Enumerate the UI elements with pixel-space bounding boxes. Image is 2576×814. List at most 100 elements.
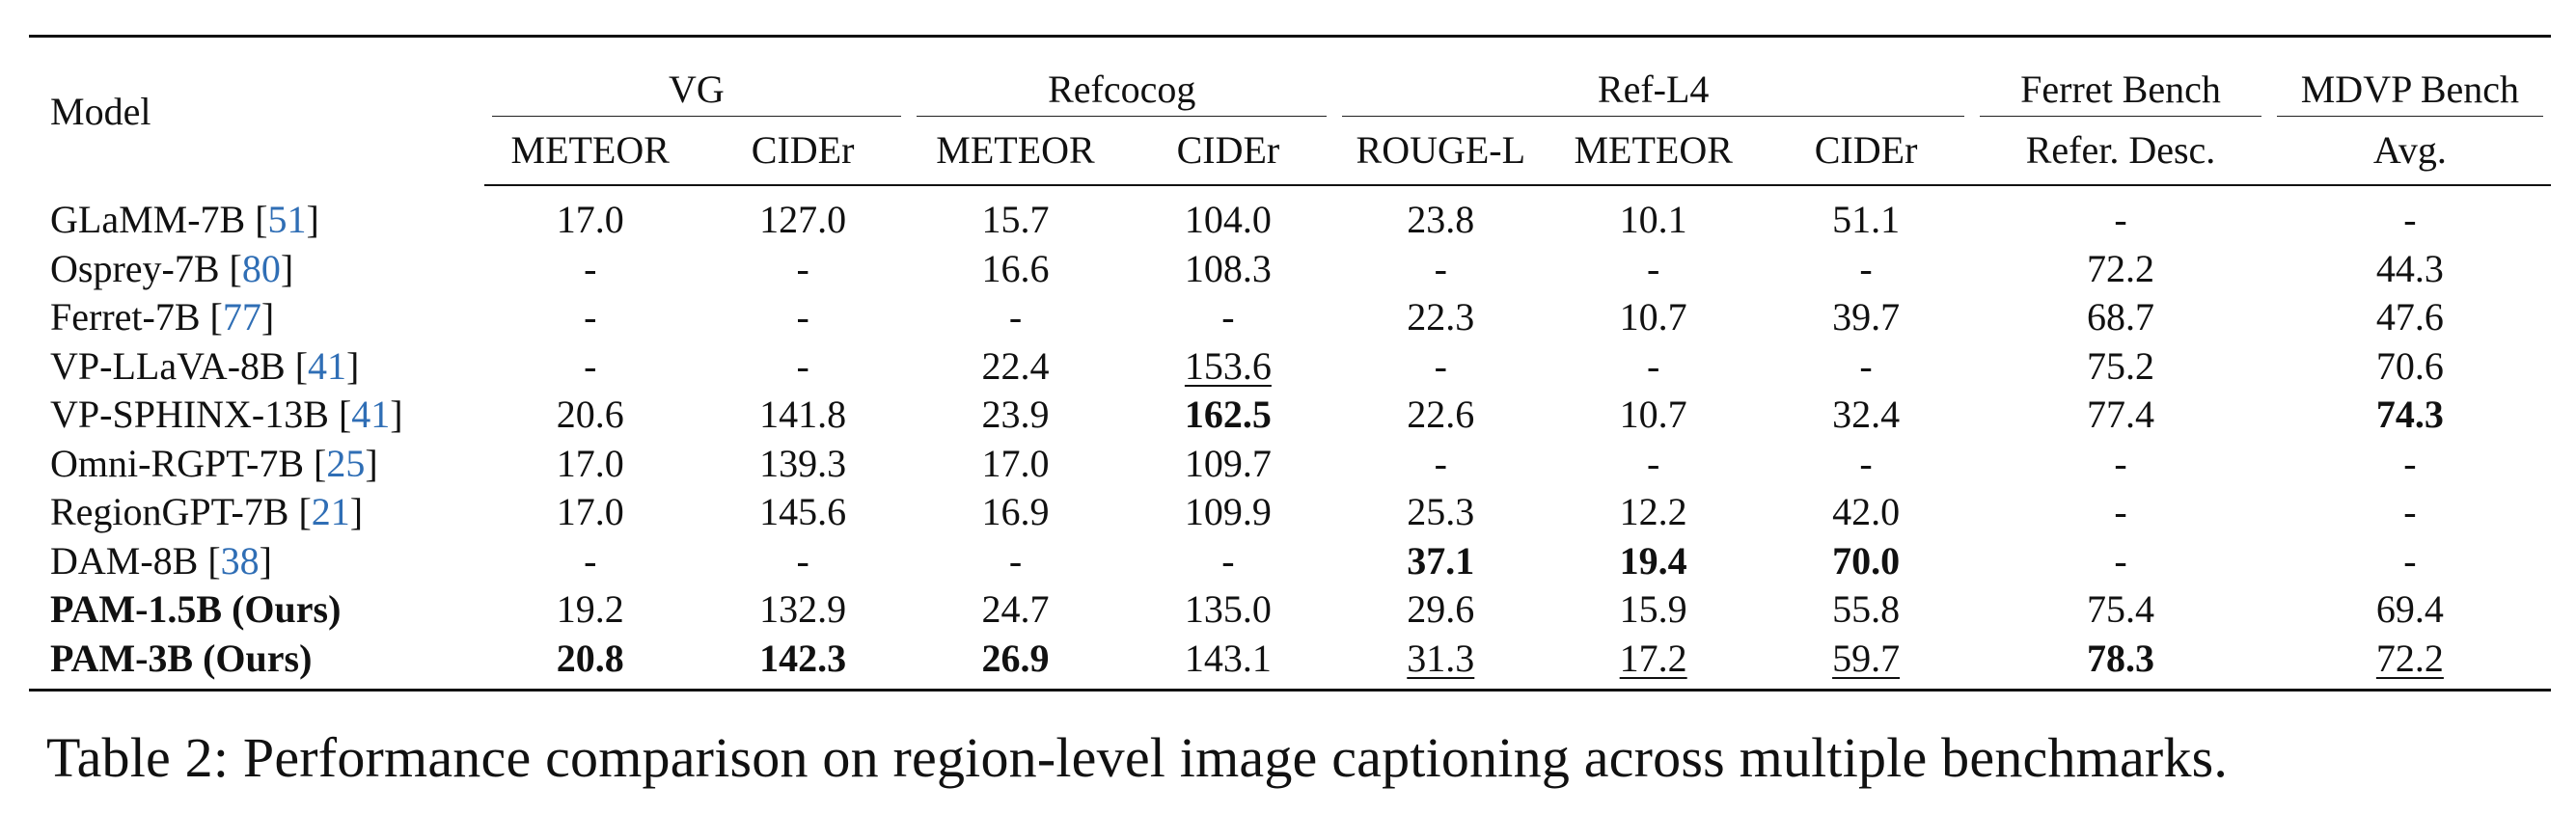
citation-link[interactable]: 25 bbox=[326, 441, 366, 485]
score-cell: - bbox=[909, 293, 1121, 342]
group-header: Ref-L4 bbox=[1334, 37, 1972, 118]
score-value: 127.0 bbox=[759, 198, 847, 242]
score-value: - bbox=[2403, 538, 2417, 583]
score-value: 17.0 bbox=[981, 441, 1050, 485]
score-value: 37.1 bbox=[1407, 538, 1475, 583]
score-value: 29.6 bbox=[1407, 587, 1475, 632]
model-name: Osprey-7B bbox=[50, 246, 220, 290]
model-name: VP-SPHINX-13B bbox=[50, 393, 329, 437]
score-value: 78.3 bbox=[2087, 636, 2155, 680]
table-row: RegionGPT-7B [21] 17.0 145.6 16.9 109.9 25.3 1… bbox=[29, 488, 2551, 537]
score-value: 39.7 bbox=[1832, 295, 1901, 339]
score-value: 109.9 bbox=[1184, 490, 1272, 534]
metric-header: METEOR bbox=[909, 117, 1122, 186]
metric-header: CIDEr bbox=[696, 117, 910, 186]
score-value: - bbox=[1859, 441, 1873, 485]
score-cell: 17.0 bbox=[909, 440, 1121, 489]
score-cell: 23.9 bbox=[909, 391, 1121, 440]
score-cell: 108.3 bbox=[1122, 245, 1334, 294]
score-value: 15.7 bbox=[981, 198, 1050, 242]
score-value: 17.0 bbox=[556, 441, 624, 485]
model-name: GLaMM-7B bbox=[50, 197, 246, 241]
score-value: 59.7 bbox=[1832, 636, 1901, 680]
score-cell: 145.6 bbox=[697, 488, 909, 537]
score-cell: 132.9 bbox=[697, 585, 909, 635]
citation-link[interactable]: 51 bbox=[267, 197, 307, 241]
score-value: 47.6 bbox=[2375, 295, 2444, 339]
table-header: Model VG Refcocog Ref-L4 Ferret Bench MDVP B… bbox=[29, 37, 2551, 186]
score-value: 75.4 bbox=[2087, 587, 2155, 632]
score-cell: 109.7 bbox=[1122, 440, 1334, 489]
table-row: Osprey-7B [80] - - 16.6 108.3 - - - 72.2 44.3 bbox=[29, 245, 2551, 294]
score-cell: 42.0 bbox=[1760, 488, 1972, 537]
table-row: VP-LLaVA-8B [41] - - 22.4 153.6 - - - 75.2 70.6 bbox=[29, 342, 2551, 392]
model-name: PAM-3B (Ours) bbox=[50, 636, 313, 680]
score-cell: 78.3 bbox=[1972, 635, 2269, 691]
table-caption: Table 2: Performance comparison on regio… bbox=[46, 726, 2229, 789]
metric-header-row: METEOR CIDEr METEOR CIDEr ROUGE-L METEOR CIDEr… bbox=[29, 117, 2551, 186]
score-cell: 141.8 bbox=[697, 391, 909, 440]
score-value: - bbox=[2114, 198, 2127, 242]
score-cell: 143.1 bbox=[1122, 635, 1334, 691]
score-cell: 20.6 bbox=[484, 391, 697, 440]
score-value: 68.7 bbox=[2087, 295, 2155, 339]
score-value: 19.2 bbox=[556, 587, 624, 632]
score-cell: - bbox=[1760, 342, 1972, 392]
score-value: - bbox=[584, 246, 597, 290]
score-value: - bbox=[796, 343, 809, 388]
score-value: 20.6 bbox=[556, 393, 624, 437]
score-value: 135.0 bbox=[1184, 587, 1272, 632]
score-value: 20.8 bbox=[556, 636, 624, 680]
score-value: 44.3 bbox=[2375, 246, 2444, 290]
score-value: - bbox=[1859, 343, 1873, 388]
score-cell: 55.8 bbox=[1760, 585, 1972, 635]
citation-link[interactable]: 80 bbox=[241, 246, 281, 290]
score-cell: 139.3 bbox=[697, 440, 909, 489]
score-cell: 162.5 bbox=[1122, 391, 1334, 440]
score-value: 51.1 bbox=[1832, 198, 1901, 242]
score-cell: 10.1 bbox=[1547, 185, 1759, 245]
score-value: 153.6 bbox=[1184, 343, 1272, 388]
score-value: 10.7 bbox=[1619, 393, 1687, 437]
score-cell: - bbox=[1122, 537, 1334, 586]
score-value: 22.4 bbox=[981, 343, 1050, 388]
score-value: - bbox=[1008, 295, 1023, 339]
score-value: - bbox=[2114, 538, 2127, 583]
score-cell: 20.8 bbox=[484, 635, 697, 691]
score-cell: 22.3 bbox=[1334, 293, 1547, 342]
score-value: 22.6 bbox=[1407, 393, 1475, 437]
score-value: 10.1 bbox=[1619, 198, 1687, 242]
citation-link[interactable]: 38 bbox=[220, 538, 260, 583]
score-value: 142.3 bbox=[759, 636, 847, 680]
score-value: 26.9 bbox=[981, 636, 1050, 680]
citation-link[interactable]: 21 bbox=[311, 490, 350, 534]
model-name-cell: Omni-RGPT-7B [25] bbox=[50, 441, 378, 485]
citation-link[interactable]: 41 bbox=[308, 343, 347, 388]
score-cell: 72.2 bbox=[1972, 245, 2269, 294]
citation-link[interactable]: 41 bbox=[351, 393, 391, 437]
score-value: 108.3 bbox=[1184, 246, 1272, 290]
metric-header: Avg. bbox=[2268, 117, 2551, 186]
score-value: - bbox=[796, 538, 809, 583]
score-cell: - bbox=[1972, 537, 2269, 586]
score-cell: - bbox=[909, 537, 1121, 586]
model-name-cell: VP-LLaVA-8B [41] bbox=[50, 343, 360, 388]
score-value: - bbox=[2403, 490, 2417, 534]
score-cell: 24.7 bbox=[909, 585, 1121, 635]
score-cell: - bbox=[1334, 440, 1547, 489]
score-value: - bbox=[1434, 246, 1447, 290]
model-name-cell: RegionGPT-7B [21] bbox=[50, 490, 364, 534]
score-cell: - bbox=[1760, 245, 1972, 294]
table-row: VP-SPHINX-13B [41] 20.6 141.8 23.9 162.5 22.6… bbox=[29, 391, 2551, 440]
score-value: 75.2 bbox=[2087, 343, 2155, 388]
model-name: DAM-8B bbox=[50, 538, 199, 583]
score-cell: - bbox=[1334, 342, 1547, 392]
score-value: 141.8 bbox=[759, 393, 847, 437]
table-row: Omni-RGPT-7B [25] 17.0 139.3 17.0 109.7 - - - - - bbox=[29, 440, 2551, 489]
score-value: 25.3 bbox=[1407, 490, 1475, 534]
metric-header: Refer. Desc. bbox=[1972, 117, 2269, 186]
citation-link[interactable]: 77 bbox=[222, 295, 261, 339]
score-value: 32.4 bbox=[1832, 393, 1901, 437]
score-value: 74.3 bbox=[2375, 393, 2444, 437]
table-row: Ferret-7B [77] - - - - 22.3 10.7 39.7 68.7 47.6 bbox=[29, 293, 2551, 342]
